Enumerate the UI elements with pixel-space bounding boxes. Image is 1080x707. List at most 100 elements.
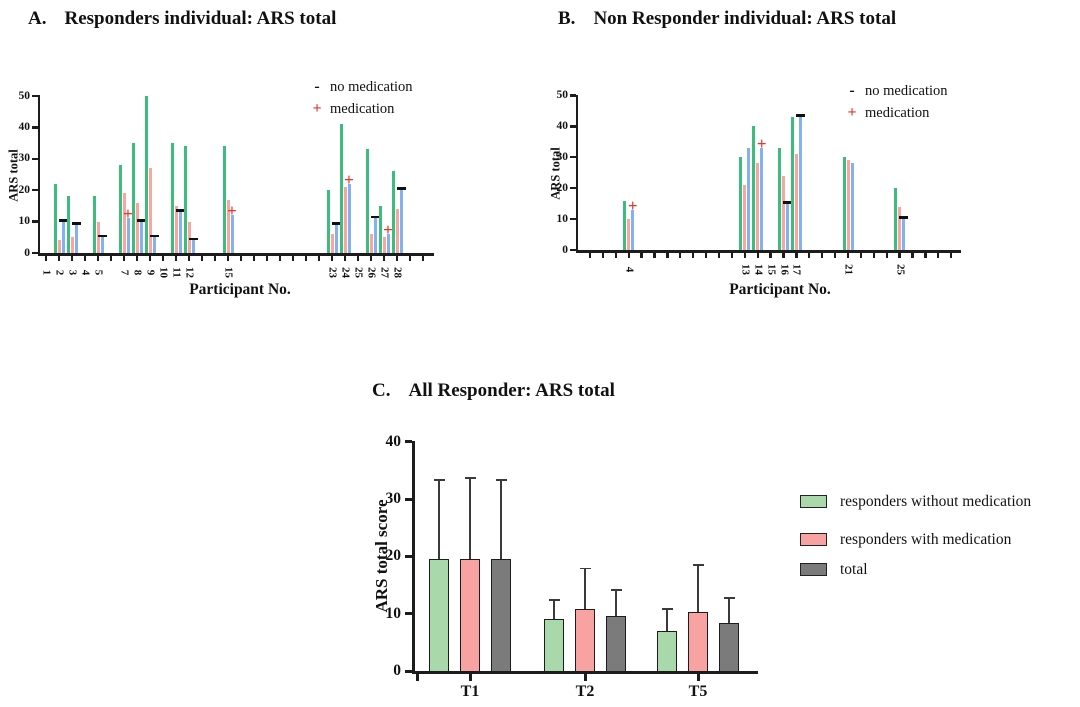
legend-row-without-medication: responders without medication — [800, 492, 1032, 510]
x-tick-label: 25 — [352, 267, 365, 278]
x-tick — [369, 255, 373, 261]
x-tick — [833, 252, 837, 258]
bar — [399, 190, 403, 253]
panel-a-letter: A. — [28, 8, 47, 29]
no-medication-marker — [795, 114, 805, 118]
no-medication-marker — [136, 218, 146, 222]
x-tick — [304, 255, 308, 261]
x-tick — [416, 674, 419, 681]
x-tick-label: 3 — [66, 269, 79, 276]
y-axis — [575, 94, 578, 253]
no-medication-marker — [783, 200, 792, 204]
error-bar — [728, 598, 730, 624]
bar — [152, 237, 156, 253]
panel-a: A. Responders individual: ARS total 0 10 2… — [0, 0, 540, 340]
bar — [339, 124, 343, 253]
x-tick — [782, 252, 785, 258]
panel-a-title: A. Responders individual: ARS total — [28, 8, 336, 30]
bar — [386, 234, 390, 253]
panel-c-letter: C. — [372, 380, 391, 401]
y-tick — [31, 157, 38, 160]
error-bar — [666, 609, 668, 631]
no-medication-marker — [396, 187, 406, 191]
bar — [544, 619, 564, 673]
bar — [373, 218, 377, 253]
bar — [334, 224, 338, 253]
legend-row-total: total — [800, 561, 868, 578]
x-tick — [226, 255, 230, 261]
x-tick — [187, 255, 191, 261]
bar — [760, 148, 764, 250]
x-tick-label: 26 — [365, 267, 378, 278]
x-tick-label: 7 — [118, 269, 131, 276]
bar — [92, 196, 96, 253]
panel-c-title-text: All Responder: ARS total — [408, 380, 615, 401]
bar — [794, 154, 798, 250]
x-tick-label: 13 — [739, 264, 752, 275]
bar — [347, 183, 351, 253]
x-tick — [601, 252, 605, 258]
legend-row-with-medication: responders with medication — [800, 530, 1012, 548]
no-medication-marker — [58, 218, 68, 222]
bar — [846, 160, 850, 250]
legend-label-without-medication: responders without medication — [840, 492, 1032, 510]
y-tick — [404, 612, 412, 616]
x-tick — [730, 252, 734, 258]
gray-swatch — [800, 563, 827, 576]
bar — [756, 163, 760, 250]
x-tick — [696, 674, 700, 681]
y-tick-label: 20 — [385, 547, 402, 565]
x-tick — [717, 252, 721, 258]
panel-a-legend: - no medication + medication — [310, 76, 412, 120]
bar — [378, 205, 382, 253]
bar — [382, 237, 386, 253]
no-medication-marker — [71, 221, 81, 225]
x-tick — [666, 252, 669, 258]
x-tick-label: 14 — [752, 264, 765, 275]
panel-b-letter: B. — [558, 8, 576, 29]
medication-marker: + — [227, 201, 237, 221]
y-tick-label: 50 — [556, 89, 569, 101]
x-tick — [148, 255, 152, 261]
error-bar-cap — [548, 599, 560, 601]
x-tick-label: 27 — [378, 267, 391, 278]
x-tick — [317, 255, 321, 261]
pink-swatch — [800, 533, 827, 546]
bar — [782, 175, 785, 250]
panel-a-title-text: Responders individual: ARS total — [64, 8, 337, 29]
x-tick — [704, 252, 708, 258]
y-tick-label: 50 — [18, 89, 31, 102]
no-medication-marker — [97, 234, 107, 238]
bar — [369, 234, 373, 253]
x-tick-label: 2 — [53, 269, 66, 276]
x-tick — [911, 252, 914, 258]
y-tick-label: 40 — [18, 120, 31, 133]
bar — [623, 200, 627, 250]
x-tick-label: T5 — [688, 683, 708, 700]
bar — [786, 203, 789, 250]
x-tick-label: 25 — [894, 264, 907, 275]
x-tick — [330, 255, 334, 261]
x-axis — [37, 253, 434, 256]
bar — [187, 221, 191, 253]
bar — [606, 615, 626, 673]
y-tick — [569, 187, 576, 190]
bar — [122, 193, 126, 253]
x-tick — [291, 255, 295, 261]
x-tick-label: 28 — [391, 267, 404, 278]
x-tick — [252, 255, 256, 261]
y-tick — [31, 251, 38, 255]
plus-symbol: + — [847, 104, 857, 121]
y-tick-label: 0 — [562, 243, 568, 256]
x-tick-label: T1 — [460, 683, 480, 700]
y-tick — [569, 248, 576, 252]
error-bar-cap — [661, 608, 673, 610]
bar — [131, 143, 135, 253]
y-tick-label: 0 — [393, 662, 401, 679]
legend-label-with-medication: responders with medication — [840, 530, 1012, 548]
y-tick — [404, 669, 412, 673]
x-tick — [872, 252, 875, 258]
x-tick-label: 17 — [790, 264, 803, 275]
y-tick-label: 30 — [385, 490, 402, 508]
bar — [230, 215, 234, 253]
